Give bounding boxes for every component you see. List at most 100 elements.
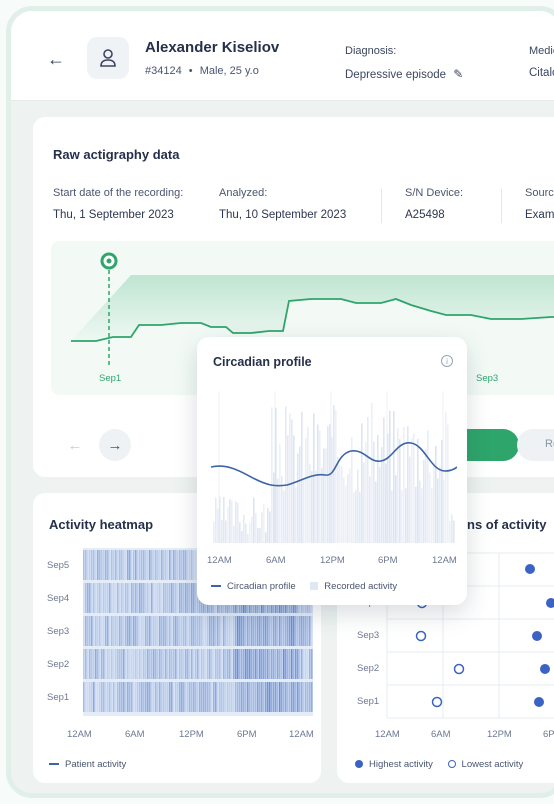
highest-activity-dot[interactable] <box>540 664 550 674</box>
heatmap-stripe <box>209 649 211 679</box>
filled-dot-icon <box>355 760 363 769</box>
heatmap-stripe <box>145 682 147 712</box>
heatmap-stripe <box>213 649 215 679</box>
heatmap-stripe <box>95 682 97 712</box>
heatmap-stripe <box>103 649 105 679</box>
heatmap-stripe <box>281 682 283 712</box>
recorded-activity-bar <box>249 522 251 543</box>
heatmap-stripe <box>205 682 207 712</box>
lowest-activity-dot[interactable] <box>453 663 465 675</box>
recorded-activity-bar <box>301 411 303 543</box>
info-icon[interactable]: i <box>441 355 453 367</box>
recorded-activity-bar <box>439 466 441 543</box>
heatmap-stripe <box>137 649 139 679</box>
heatmap-stripe <box>131 616 133 646</box>
heatmap-stripe <box>223 649 225 679</box>
peaks-x-tick: 6PM <box>543 729 554 740</box>
heatmap-stripe <box>203 649 205 679</box>
heatmap-stripe <box>105 682 107 712</box>
heatmap-stripe <box>87 649 89 679</box>
heatmap-x-tick: 12AM <box>289 729 314 740</box>
next-arrow-button[interactable]: → <box>99 429 131 461</box>
heatmap-stripe <box>133 649 135 679</box>
edit-pencil-icon[interactable]: ✎ <box>453 67 464 81</box>
heatmap-stripe <box>139 682 141 712</box>
heatmap-stripe <box>167 616 169 646</box>
heatmap-stripe <box>177 649 179 679</box>
heatmap-stripe <box>149 583 151 613</box>
heatmap-stripe <box>85 616 87 646</box>
patient-details: Male, 25 y.o <box>199 65 259 77</box>
popup-x-tick: 12AM <box>207 555 232 566</box>
heatmap-stripe <box>271 616 273 646</box>
recorded-activity-bar <box>413 433 415 543</box>
recorded-activity-bar <box>323 448 325 543</box>
heatmap-stripe <box>189 616 191 646</box>
heatmap-stripe <box>129 682 131 712</box>
highest-activity-dot[interactable] <box>546 598 554 608</box>
heatmap-stripe <box>191 649 193 679</box>
recorded-activity-bar <box>227 507 229 543</box>
heatmap-stripe <box>199 649 201 679</box>
heatmap-stripe <box>269 649 271 679</box>
heatmap-stripe <box>215 616 217 646</box>
recorded-activity-bar <box>371 403 373 543</box>
heatmap-stripe <box>291 649 293 679</box>
circadian-chart[interactable] <box>209 381 457 549</box>
heatmap-stripe <box>209 682 211 712</box>
heatmap-stripe <box>97 550 99 580</box>
heatmap-stripe <box>253 682 255 712</box>
legend-high-text: Highest activity <box>369 759 433 770</box>
heatmap-stripe <box>115 649 117 679</box>
heatmap-stripe <box>141 550 143 580</box>
heatmap-stripe <box>181 616 183 646</box>
heatmap-stripe <box>143 616 145 646</box>
lowest-activity-dot[interactable] <box>415 630 427 642</box>
secondary-action-button[interactable]: Re <box>517 429 554 461</box>
heatmap-stripe <box>261 649 263 679</box>
heatmap-stripe <box>309 682 311 712</box>
heatmap-stripe <box>305 616 307 646</box>
heatmap-stripe <box>181 682 183 712</box>
heatmap-stripe <box>283 616 285 646</box>
heatmap-stripe <box>173 550 175 580</box>
back-arrow-icon[interactable]: ← <box>47 49 65 69</box>
highest-activity-dot[interactable] <box>534 697 544 707</box>
heatmap-stripe <box>187 583 189 613</box>
heatmap-stripe <box>229 682 231 712</box>
heatmap-stripe <box>293 682 295 712</box>
primary-action-button[interactable] <box>463 429 519 461</box>
heatmap-stripe <box>121 583 123 613</box>
lowest-activity-dot[interactable] <box>431 696 443 708</box>
heatmap-stripe <box>189 583 191 613</box>
heatmap-stripe <box>241 682 243 712</box>
highest-activity-dot[interactable] <box>525 564 535 574</box>
heatmap-stripe <box>285 616 287 646</box>
heatmap-stripe <box>235 682 237 712</box>
heatmap-stripe <box>177 550 179 580</box>
recorded-activity-bar <box>445 411 447 543</box>
recorded-activity-bar <box>373 441 375 543</box>
heatmap-stripe <box>151 649 153 679</box>
heatmap-stripe <box>147 583 149 613</box>
heatmap-stripe <box>175 550 177 580</box>
heatmap-stripe <box>111 550 113 580</box>
heatmap-stripe <box>155 682 157 712</box>
heatmap-stripe <box>137 682 139 712</box>
heatmap-stripe <box>153 583 155 613</box>
prev-arrow-button[interactable]: ← <box>67 436 83 454</box>
recorded-activity-bar <box>299 446 301 543</box>
heatmap-stripe <box>89 550 91 580</box>
heatmap-stripe <box>171 616 173 646</box>
highest-activity-dot[interactable] <box>532 631 542 641</box>
heatmap-stripe <box>177 616 179 646</box>
heatmap-stripe <box>165 616 167 646</box>
heatmap-stripe <box>113 682 115 712</box>
medication-label: Medic <box>529 45 554 57</box>
marker-sep3-label: Sep3 <box>476 373 499 384</box>
user-icon <box>100 49 116 67</box>
heatmap-stripe <box>195 616 197 646</box>
heatmap-stripe <box>205 649 207 679</box>
heatmap-stripe <box>193 583 195 613</box>
activity-line <box>71 298 554 342</box>
